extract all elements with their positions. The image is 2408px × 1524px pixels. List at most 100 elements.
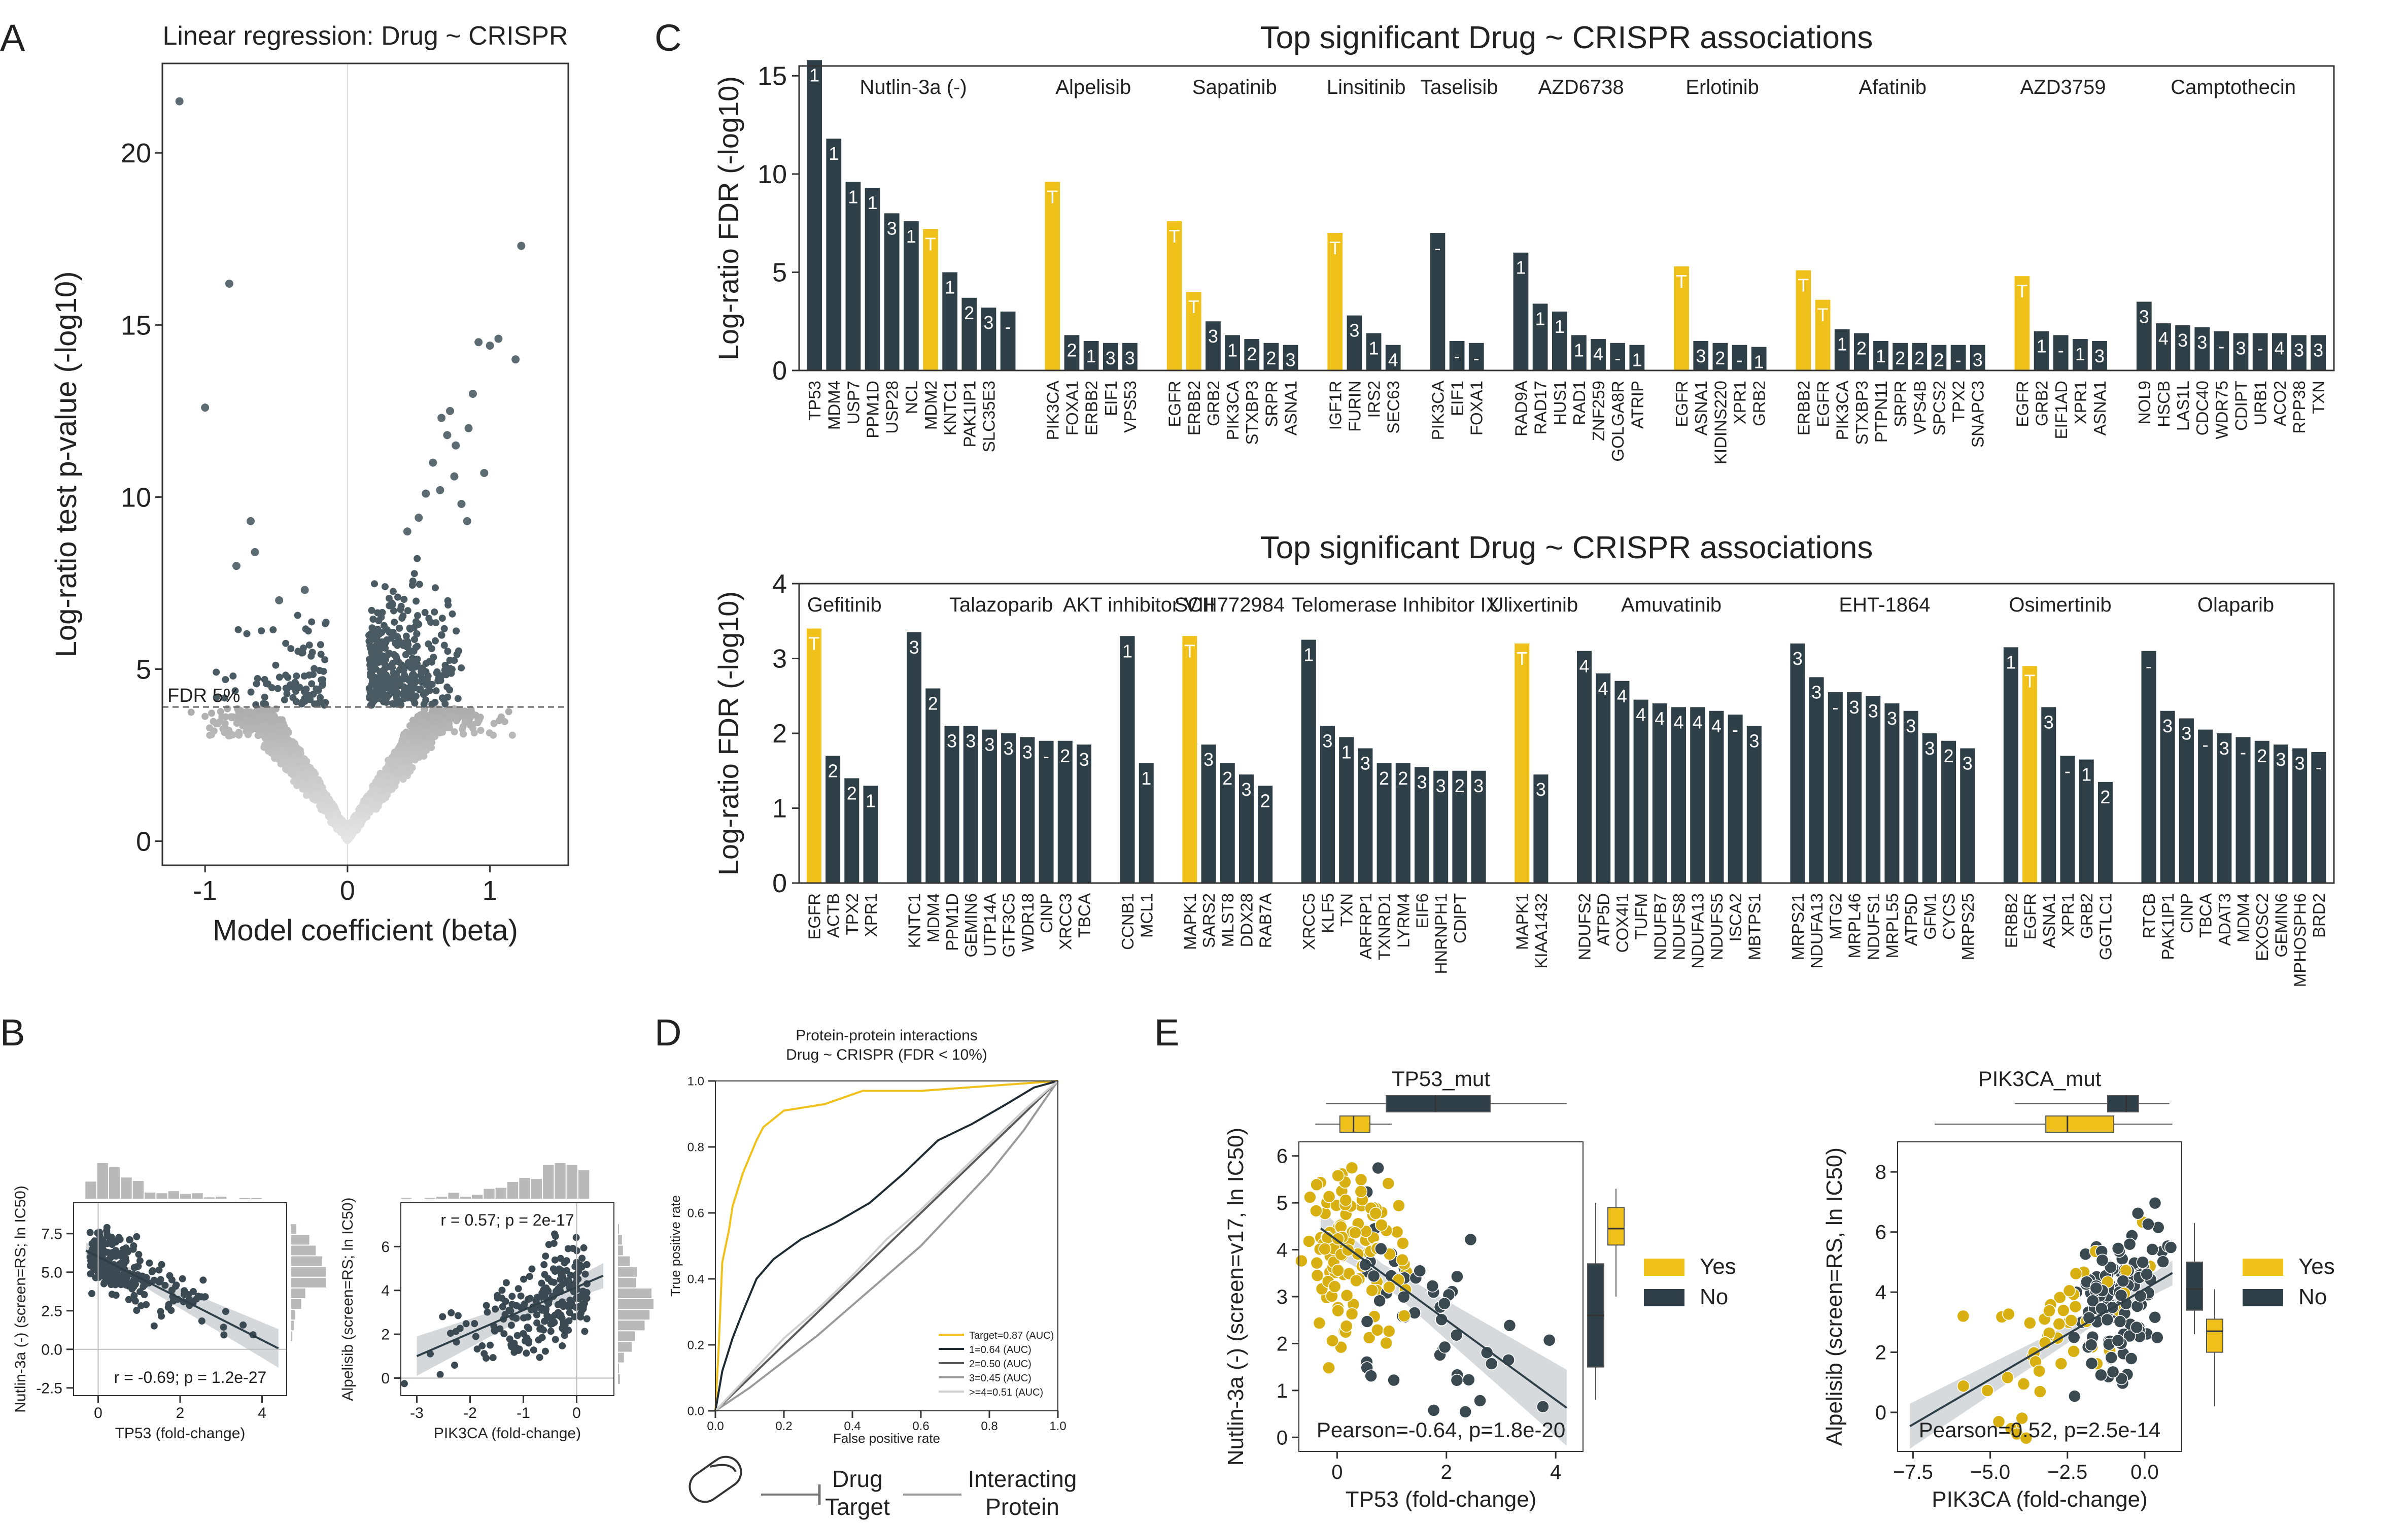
- gene-tick-label: NDUFS5: [1707, 893, 1726, 960]
- bar-interaction-label: 2: [1247, 344, 1257, 364]
- significant-point: [436, 486, 444, 494]
- nonsignificant-point: [436, 729, 444, 736]
- mutant-point: [1313, 1316, 1326, 1330]
- wildtype-point: [1450, 1374, 1464, 1387]
- significant-point: [446, 686, 454, 694]
- mutant-point: [1382, 1325, 1396, 1338]
- nonsignificant-point: [242, 716, 250, 724]
- gene-tick-label: SPCS2: [1930, 381, 1948, 435]
- bar-interaction-label: 1: [2081, 764, 2091, 785]
- gene-tick-label: RPP38: [2290, 381, 2309, 434]
- roc-curve: [714, 1080, 1059, 1412]
- significant-point: [229, 672, 237, 680]
- significant-point: [453, 651, 461, 658]
- bar-interaction-label: T: [2024, 670, 2036, 691]
- bar: [2214, 331, 2229, 370]
- bar-interaction-label: 2: [2257, 746, 2267, 766]
- scatter-point: [580, 1293, 588, 1301]
- bar-interaction-label: 2: [1067, 340, 1077, 360]
- significant-point: [299, 645, 307, 652]
- significant-point: [417, 685, 424, 693]
- bar-interaction-label: 3: [2219, 738, 2229, 759]
- bar: [1201, 744, 1216, 883]
- scatter-point: [472, 1333, 479, 1340]
- marginal-histogram-bar: [239, 1198, 250, 1199]
- gene-tick-label: TBCA: [1075, 893, 1093, 938]
- bar-interaction-label: 1: [1086, 346, 1096, 366]
- x-tick-label: −2.5: [2047, 1461, 2087, 1483]
- mutant-point: [1354, 1173, 1368, 1187]
- nonsignificant-point: [261, 714, 268, 721]
- gene-tick-label: PTPN11: [1872, 381, 1890, 443]
- nonsignificant-point: [297, 764, 305, 772]
- bar-interaction-label: 2: [1455, 775, 1465, 796]
- nonsignificant-point: [423, 721, 430, 729]
- drug-group-label: Alpelisib: [1055, 76, 1131, 98]
- bar: [2235, 737, 2251, 883]
- significant-point: [317, 698, 325, 706]
- bar-interaction-label: -: [1005, 316, 1011, 337]
- significant-point: [322, 620, 329, 627]
- bar-interaction-label: 3: [1203, 749, 1214, 770]
- bar-interaction-label: 1: [1754, 352, 1764, 372]
- bar: [1950, 345, 1966, 370]
- mutant-point: [2053, 1291, 2067, 1304]
- significant-point: [307, 652, 315, 660]
- significant-point: [429, 458, 437, 467]
- bar: [1633, 699, 1648, 883]
- scatter-point: [201, 1293, 209, 1301]
- marginal-histogram-bar: [618, 1267, 637, 1277]
- scatter-point: [133, 1307, 141, 1314]
- bar-interaction-label: 4: [1579, 656, 1589, 676]
- significant-point: [441, 700, 449, 707]
- bar-interaction-label: -: [2058, 340, 2064, 360]
- scatter-point: [515, 1345, 523, 1353]
- bar-interaction-label: -: [1955, 350, 1962, 370]
- scatter-point: [578, 1255, 586, 1262]
- significant-point: [448, 669, 455, 677]
- gene-tick-label: CYCS: [1940, 893, 1958, 940]
- scatter-point: [118, 1279, 126, 1287]
- significant-point: [474, 338, 483, 347]
- gene-tick-label: PPM1D: [864, 381, 882, 438]
- gene-tick-label: XPR1: [2071, 381, 2090, 424]
- significant-point: [305, 671, 313, 679]
- wildtype-point: [2142, 1217, 2155, 1231]
- y-tick-label: 6: [381, 1239, 390, 1256]
- scatter-point: [91, 1237, 98, 1245]
- bar: [982, 729, 997, 883]
- scatter-point: [129, 1277, 137, 1284]
- regression-line: [416, 1274, 604, 1358]
- gene-tick-label: ATP5D: [1594, 893, 1613, 946]
- significant-point: [386, 684, 393, 692]
- plot-frame: [798, 65, 2335, 371]
- bar: [2233, 333, 2249, 370]
- nonsignificant-point: [439, 718, 447, 725]
- bar: [981, 308, 996, 370]
- significant-point: [293, 672, 300, 680]
- significant-point: [428, 700, 436, 708]
- marginal-histogram-bar: [448, 1193, 459, 1199]
- plot-title: Protein-protein interactions: [796, 1027, 978, 1044]
- wildtype-point: [2105, 1351, 2118, 1364]
- scatter-point: [567, 1271, 574, 1279]
- scatter-point: [128, 1285, 136, 1293]
- gene-tick-label: CDIPT: [2232, 381, 2251, 431]
- significant-point: [437, 677, 444, 685]
- scatter-point: [99, 1246, 107, 1254]
- gene-tick-label: ZNF259: [1589, 381, 1608, 441]
- y-tick-label: 0.4: [687, 1272, 704, 1286]
- mutant-point: [1380, 1336, 1393, 1350]
- drug-group-label: Amuvatinib: [1621, 594, 1722, 616]
- bar: [2198, 729, 2213, 883]
- significant-point: [231, 687, 239, 695]
- ppi-roc-curve: 0.0 0.2 0.4 0.6 0.8 1.0 0.0 0.2 0.4 0.6 0.8 1.0 Fals…: [668, 1027, 1077, 1520]
- x-tick-label: 0: [1331, 1461, 1343, 1483]
- significant-point: [438, 694, 446, 702]
- bar-interaction-label: T: [1188, 296, 1199, 317]
- gene-tick-label: PPM1D: [943, 893, 961, 951]
- significant-point: [376, 668, 384, 675]
- significant-point: [404, 607, 411, 615]
- bar-interaction-label: 1: [1141, 768, 1151, 789]
- gene-tick-label: XRCC3: [1056, 893, 1075, 950]
